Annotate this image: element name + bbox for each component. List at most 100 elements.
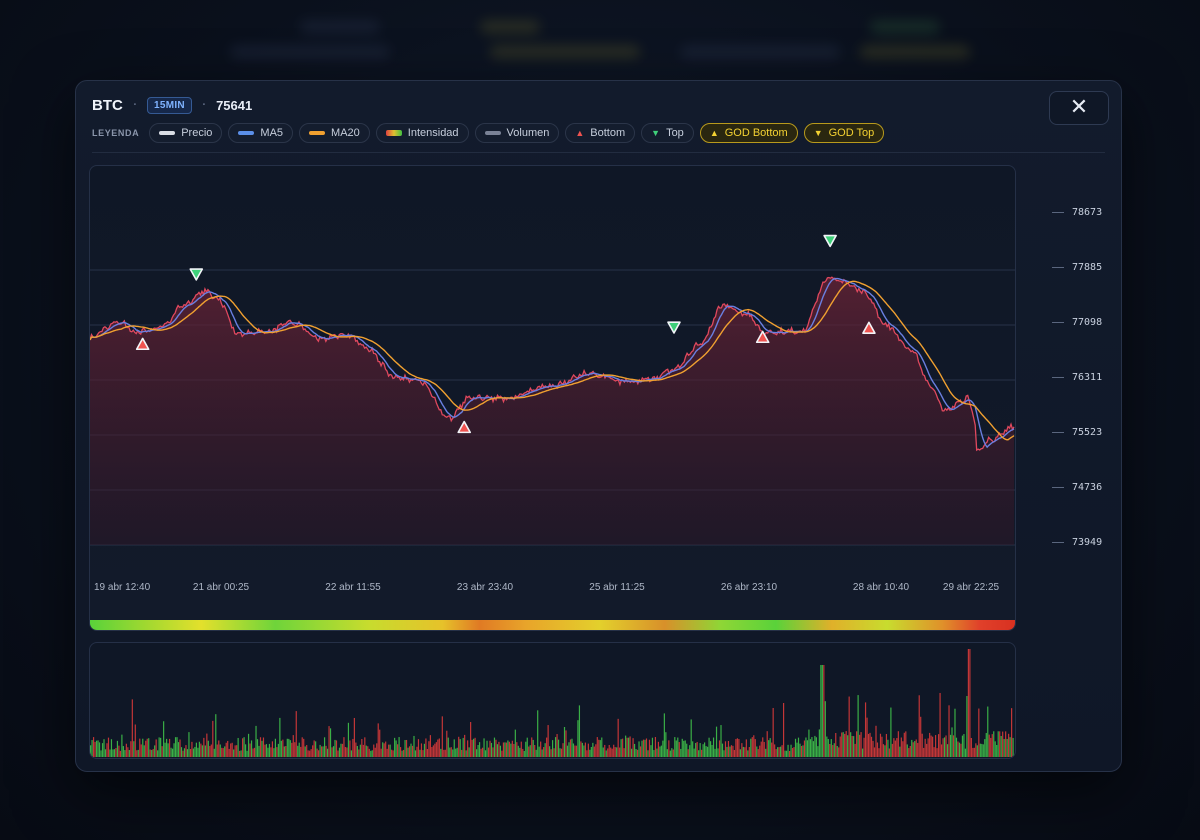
volume-bar bbox=[520, 741, 522, 757]
volume-bar bbox=[628, 737, 630, 757]
legend-item-ma20[interactable]: MA20 bbox=[299, 123, 370, 143]
volume-bar bbox=[236, 745, 238, 757]
bottom-marker[interactable] bbox=[862, 321, 876, 334]
price-chart[interactable]: 19 abr 12:40 21 abr 00:25 22 abr 11:55 23 a… bbox=[90, 166, 1016, 631]
volume-bar bbox=[513, 743, 515, 757]
legend-item-bottom[interactable]: ▲ Bottom bbox=[565, 123, 636, 143]
volume-bar bbox=[243, 737, 245, 757]
volume-bar bbox=[422, 750, 424, 757]
legend-item-precio[interactable]: Precio bbox=[149, 123, 223, 143]
volume-bar bbox=[565, 730, 567, 757]
volume-panel[interactable] bbox=[89, 642, 1016, 759]
volume-bar bbox=[844, 733, 846, 757]
volume-bar bbox=[669, 750, 671, 757]
legend-item-god-top[interactable]: ▼ GOD Top bbox=[803, 123, 885, 143]
volume-bar bbox=[328, 726, 330, 757]
chart-modal: BTC · 15MIN · 75641 ✕ LEYENDA Precio MA5… bbox=[75, 80, 1122, 772]
volume-bar bbox=[604, 744, 606, 757]
volume-bar bbox=[939, 692, 941, 757]
volume-bar bbox=[270, 747, 272, 757]
volume-bar bbox=[346, 747, 348, 757]
triangle-up-icon: ▲ bbox=[709, 128, 719, 138]
top-marker[interactable] bbox=[823, 234, 837, 248]
price-area bbox=[90, 277, 1014, 545]
volume-bar bbox=[347, 722, 350, 757]
volume-bar bbox=[160, 737, 162, 757]
volume-bar bbox=[303, 738, 305, 757]
volume-bar bbox=[492, 747, 494, 757]
volume-bar bbox=[200, 743, 202, 757]
volume-bar bbox=[706, 746, 709, 757]
volume-bar bbox=[234, 745, 236, 757]
legend-item-intensidad[interactable]: Intensidad bbox=[375, 123, 469, 143]
price-chart-panel[interactable]: 19 abr 12:40 21 abr 00:25 22 abr 11:55 23 a… bbox=[89, 165, 1016, 631]
volume-bar bbox=[306, 745, 308, 757]
triangle-up-icon: ▲ bbox=[575, 128, 585, 138]
volume-bar bbox=[709, 741, 712, 757]
volume-bar bbox=[294, 742, 296, 757]
volume-bar bbox=[382, 742, 384, 757]
volume-bar bbox=[805, 737, 807, 757]
legend-item-god-bottom[interactable]: ▲ GOD Bottom bbox=[699, 123, 798, 143]
volume-bar bbox=[788, 750, 791, 757]
bottom-marker[interactable] bbox=[457, 420, 472, 434]
legend-item-volumen[interactable]: Volumen bbox=[474, 123, 560, 143]
volume-bar bbox=[724, 741, 727, 757]
volume-bar bbox=[395, 740, 397, 757]
volume-bar bbox=[598, 739, 600, 757]
volume-bar bbox=[335, 740, 338, 757]
volume-bar bbox=[543, 747, 545, 757]
volume-bar bbox=[639, 746, 642, 757]
volume-bar bbox=[154, 745, 156, 757]
volume-bar bbox=[428, 741, 430, 757]
volume-bar bbox=[870, 736, 873, 757]
volume-bar bbox=[274, 738, 276, 757]
top-marker[interactable] bbox=[667, 321, 681, 334]
top-marker[interactable] bbox=[189, 268, 204, 281]
volume-bar bbox=[188, 732, 190, 757]
volume-bar bbox=[972, 747, 974, 757]
volume-bar bbox=[201, 745, 203, 757]
bottom-marker[interactable] bbox=[135, 337, 150, 351]
volume-bar bbox=[206, 733, 208, 757]
volume-bar bbox=[514, 729, 516, 757]
volume-bar bbox=[876, 742, 879, 757]
volume-bar bbox=[914, 741, 916, 757]
volume-bar bbox=[745, 739, 747, 757]
y-tick-label: 76311 bbox=[1052, 372, 1102, 383]
volume-bar bbox=[174, 737, 177, 757]
volume-bar bbox=[394, 737, 396, 757]
volume-bar bbox=[475, 749, 478, 757]
volume-bar bbox=[799, 743, 801, 757]
volume-bar bbox=[496, 744, 499, 757]
volume-bar bbox=[501, 750, 503, 757]
volume-bar bbox=[736, 738, 738, 757]
bottom-marker[interactable] bbox=[755, 330, 770, 344]
volume-bar bbox=[747, 750, 749, 757]
volume-bar bbox=[778, 747, 780, 757]
volume-bar bbox=[783, 703, 785, 757]
volume-bar bbox=[787, 744, 789, 757]
volume-bar bbox=[401, 750, 403, 757]
volume-bar bbox=[927, 738, 929, 757]
volume-bar bbox=[177, 742, 180, 757]
volume-bar bbox=[139, 738, 141, 757]
volume-bar bbox=[592, 742, 594, 757]
legend-item-label: GOD Top bbox=[828, 127, 875, 139]
timeframe-badge[interactable]: 15MIN bbox=[146, 96, 192, 114]
volume-bar bbox=[607, 748, 609, 757]
volume-bar bbox=[261, 740, 263, 757]
volume-bar bbox=[535, 749, 537, 757]
volume-bar bbox=[794, 738, 797, 757]
close-button[interactable]: ✕ bbox=[1049, 91, 1109, 125]
volume-bar bbox=[179, 739, 181, 757]
legend-item-top[interactable]: ▼ Top bbox=[641, 123, 694, 143]
volume-bar bbox=[210, 744, 212, 757]
x-tick-label: 23 abr 23:40 bbox=[457, 582, 514, 593]
volume-bar bbox=[875, 725, 877, 757]
volume-bar bbox=[891, 743, 893, 757]
volume-bar bbox=[230, 743, 232, 757]
volume-bar bbox=[441, 716, 443, 757]
volume-bar bbox=[556, 734, 558, 757]
legend-item-ma5[interactable]: MA5 bbox=[228, 123, 294, 143]
